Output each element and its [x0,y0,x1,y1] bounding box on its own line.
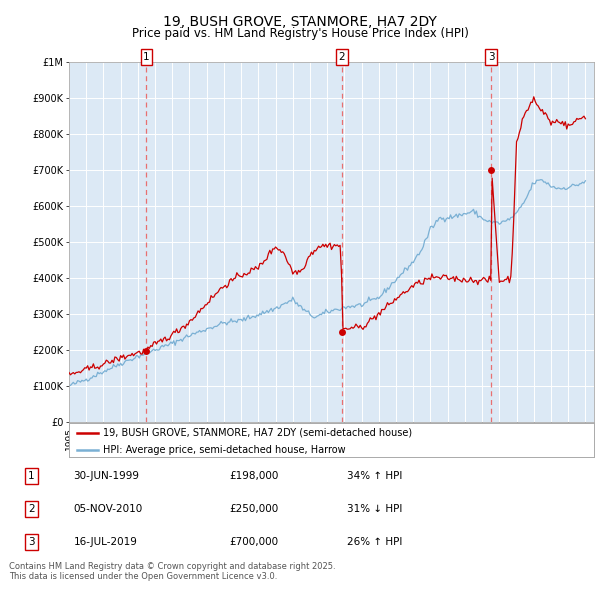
Text: 26% ↑ HPI: 26% ↑ HPI [347,537,403,547]
Text: Contains HM Land Registry data © Crown copyright and database right 2025.
This d: Contains HM Land Registry data © Crown c… [9,562,335,581]
Text: 19, BUSH GROVE, STANMORE, HA7 2DY: 19, BUSH GROVE, STANMORE, HA7 2DY [163,15,437,29]
Text: 1: 1 [143,52,150,62]
Text: 31% ↓ HPI: 31% ↓ HPI [347,504,403,514]
Text: 3: 3 [28,537,35,547]
Text: HPI: Average price, semi-detached house, Harrow: HPI: Average price, semi-detached house,… [103,445,346,455]
Text: 1: 1 [28,471,35,481]
Text: 19, BUSH GROVE, STANMORE, HA7 2DY (semi-detached house): 19, BUSH GROVE, STANMORE, HA7 2DY (semi-… [103,428,412,438]
Text: £250,000: £250,000 [229,504,278,514]
Text: 2: 2 [28,504,35,514]
Text: 34% ↑ HPI: 34% ↑ HPI [347,471,403,481]
Text: 3: 3 [488,52,495,62]
Text: 30-JUN-1999: 30-JUN-1999 [74,471,140,481]
Text: 16-JUL-2019: 16-JUL-2019 [74,537,137,547]
Text: 05-NOV-2010: 05-NOV-2010 [74,504,143,514]
Text: £700,000: £700,000 [229,537,278,547]
Text: 2: 2 [338,52,345,62]
Text: £198,000: £198,000 [229,471,279,481]
Text: Price paid vs. HM Land Registry's House Price Index (HPI): Price paid vs. HM Land Registry's House … [131,27,469,40]
